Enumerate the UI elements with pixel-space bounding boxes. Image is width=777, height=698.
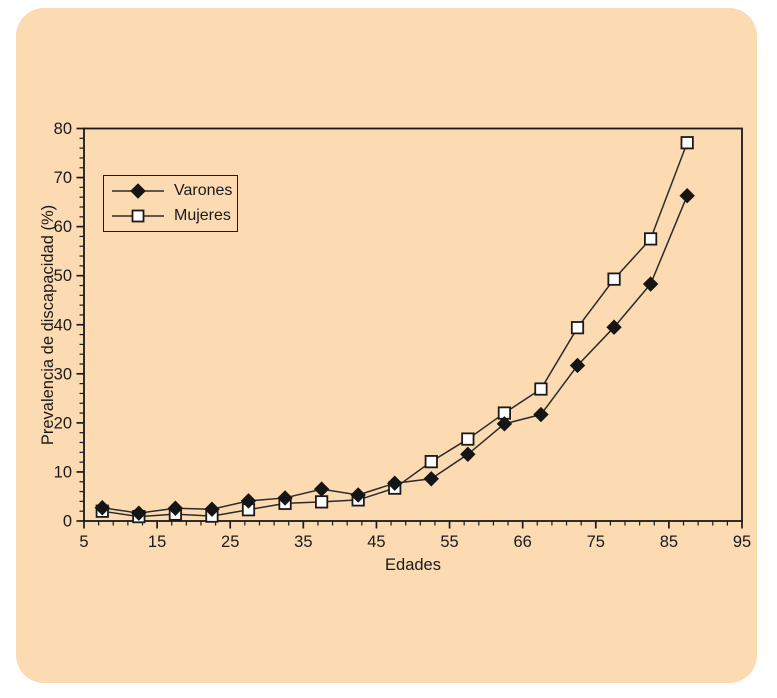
y-tick-label: 60: [54, 218, 72, 236]
varones-diamond-icon: [112, 183, 164, 199]
x-tick-label: 75: [587, 533, 605, 551]
varones-point-marker: [569, 357, 586, 374]
x-tick-label: 45: [367, 533, 385, 551]
varones-point-marker: [277, 490, 293, 506]
x-tick-label: 55: [440, 533, 458, 551]
x-tick-label: 25: [221, 533, 239, 551]
x-tick-label: 5: [79, 533, 88, 551]
varones-point-marker: [496, 416, 513, 432]
x-axis-title: Edades: [385, 556, 441, 574]
y-tick-label: 10: [54, 463, 72, 481]
mujeres-point-marker: [680, 136, 694, 150]
varones-point-marker: [606, 319, 622, 335]
y-tick-label: 30: [54, 365, 72, 383]
x-tick-label: 35: [294, 533, 312, 551]
axis-ticks: [76, 127, 743, 529]
mujeres-point-marker: [424, 455, 438, 469]
x-tick-label: 85: [660, 533, 678, 551]
y-tick-label: 40: [54, 316, 72, 334]
varones-point-marker: [240, 493, 257, 509]
varones-point-marker: [642, 276, 659, 292]
varones-point-marker: [423, 471, 439, 487]
axis-tick-labels: 5 15 25 35 45 55 66 75 85 95 0 10 20 30 40 50 60 70 80: [54, 120, 752, 551]
x-tick-label: 66: [513, 533, 531, 551]
legend-label-varones: Varones: [174, 182, 233, 199]
varones-point-marker: [313, 481, 330, 497]
varones-point-marker: [679, 188, 695, 204]
varones-point-marker: [533, 406, 549, 423]
legend-label-mujeres: Mujeres: [174, 207, 231, 224]
y-tick-label: 80: [54, 120, 72, 138]
chart-legend: Varones Mujeres: [103, 175, 238, 232]
varones-point-marker: [167, 500, 184, 516]
chart-card: [16, 8, 757, 683]
y-tick-label: 70: [54, 169, 72, 187]
legend-item-mujeres: Mujeres: [110, 205, 231, 227]
x-tick-label: 95: [733, 533, 751, 551]
mujeres-point-marker: [644, 232, 658, 246]
varones-point-marker: [460, 446, 476, 462]
data-series: [94, 136, 695, 524]
varones-point-marker: [131, 505, 147, 521]
y-axis-title: Prevalencia de discapacidad (%): [39, 205, 57, 445]
mujeres-square-icon: [112, 209, 164, 223]
varones-point-marker: [94, 500, 110, 516]
y-tick-label: 0: [63, 513, 72, 531]
varones-point-marker: [387, 475, 403, 491]
y-tick-label: 50: [54, 267, 72, 285]
varones-point-marker: [350, 487, 366, 503]
mujeres-point-marker: [570, 321, 585, 335]
mujeres-point-marker: [461, 432, 475, 446]
mujeres-point-marker: [315, 495, 329, 509]
mujeres-point-marker: [607, 272, 621, 286]
series-line-varones: [102, 195, 688, 514]
legend-item-varones: Varones: [110, 180, 233, 202]
y-tick-label: 20: [54, 414, 72, 432]
x-tick-label: 15: [148, 533, 166, 551]
varones-point-marker: [204, 501, 220, 517]
mujeres-point-marker: [534, 382, 548, 396]
